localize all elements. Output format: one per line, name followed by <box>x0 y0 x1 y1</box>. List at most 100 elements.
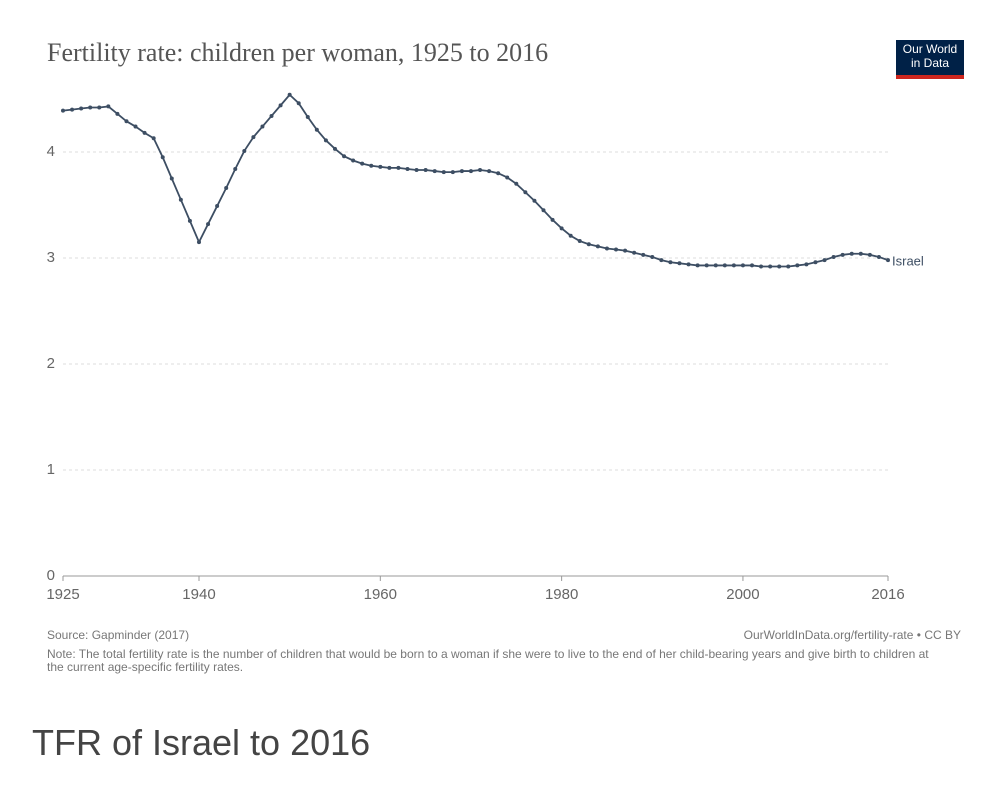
point <box>722 263 727 268</box>
x-tick-label: 2016 <box>871 586 904 603</box>
point <box>97 105 102 110</box>
point <box>541 208 546 213</box>
point <box>260 124 265 129</box>
point <box>405 166 410 171</box>
point <box>124 119 129 124</box>
point <box>668 260 673 265</box>
point <box>713 263 718 268</box>
point <box>795 263 800 268</box>
point <box>840 252 845 257</box>
point <box>876 254 881 259</box>
point <box>269 113 274 118</box>
point <box>514 181 519 186</box>
point <box>142 130 147 135</box>
note: Note: The total fertility rate is the nu… <box>47 647 929 674</box>
point <box>196 240 201 245</box>
logo-text: in Data <box>911 56 949 70</box>
point <box>822 258 827 263</box>
point <box>677 261 682 266</box>
point <box>414 168 419 173</box>
point <box>459 169 464 174</box>
point <box>695 263 700 268</box>
point <box>496 171 501 176</box>
point <box>867 252 872 257</box>
point <box>296 101 301 106</box>
point <box>813 260 818 265</box>
point <box>750 263 755 268</box>
x-tick-label: 1940 <box>182 586 215 603</box>
point <box>242 148 247 153</box>
series-label: Israel <box>892 254 924 269</box>
point <box>432 169 437 174</box>
point <box>650 254 655 259</box>
point <box>151 136 156 141</box>
point <box>786 264 791 269</box>
point <box>441 170 446 175</box>
point <box>187 218 192 223</box>
point <box>623 248 628 253</box>
point <box>740 263 745 268</box>
logo-text: Our World <box>903 42 957 56</box>
x-tick-label: 1960 <box>364 586 397 603</box>
chart-title: Fertility rate: children per woman, 1925… <box>47 38 548 67</box>
y-tick-label: 0 <box>47 567 55 584</box>
point <box>468 169 473 174</box>
point <box>332 146 337 151</box>
logo-bar <box>896 75 964 79</box>
point <box>169 176 174 181</box>
logo-box <box>896 40 964 75</box>
point <box>115 111 120 116</box>
point <box>178 197 183 202</box>
y-tick-label: 4 <box>47 143 55 160</box>
point <box>305 115 310 120</box>
point <box>505 175 510 180</box>
point <box>342 154 347 159</box>
point <box>251 135 256 140</box>
point <box>595 244 600 249</box>
point <box>886 258 890 263</box>
point <box>233 166 238 171</box>
point <box>632 250 637 255</box>
y-tick-label: 2 <box>47 355 55 372</box>
point <box>604 246 609 251</box>
point <box>79 106 84 111</box>
point <box>323 138 328 143</box>
point <box>849 251 854 256</box>
point <box>831 254 836 259</box>
point <box>287 92 292 97</box>
point <box>804 262 809 267</box>
point <box>858 251 863 256</box>
chart: Fertility rate: children per woman, 1925… <box>46 38 964 603</box>
point <box>88 105 93 110</box>
url: OurWorldInData.org/fertility-rate • CC B… <box>743 628 961 642</box>
point <box>369 163 374 168</box>
point <box>106 104 111 109</box>
point <box>704 263 709 268</box>
caption: TFR of Israel to 2016 <box>32 722 371 763</box>
series-line <box>62 93 889 268</box>
point <box>278 103 283 108</box>
point <box>532 198 537 203</box>
point <box>568 233 573 238</box>
point <box>61 108 65 113</box>
point <box>550 217 555 222</box>
point <box>378 164 383 169</box>
point <box>523 190 528 195</box>
point <box>224 186 229 191</box>
point <box>215 204 220 209</box>
point <box>686 262 691 267</box>
y-tick-label: 1 <box>47 461 55 478</box>
point <box>450 170 455 175</box>
point <box>396 165 401 170</box>
point <box>387 165 392 170</box>
point <box>659 258 664 263</box>
point <box>351 158 356 163</box>
y-tick-label: 3 <box>47 249 55 266</box>
point <box>641 252 646 257</box>
point <box>423 168 428 173</box>
point <box>759 264 764 269</box>
point <box>614 247 619 252</box>
point <box>577 239 582 244</box>
point <box>487 169 492 174</box>
